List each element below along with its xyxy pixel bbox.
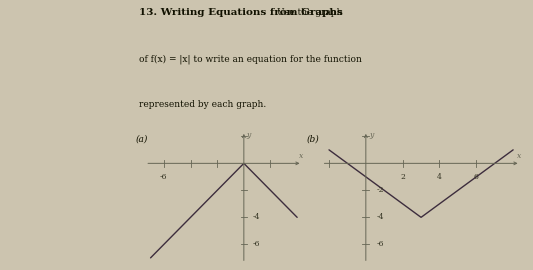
Text: (a): (a) [136,135,148,144]
Text: 4: 4 [437,173,442,181]
Text: x: x [517,152,521,160]
Text: -6: -6 [377,240,384,248]
Text: y: y [369,131,374,139]
Text: -2: -2 [377,186,384,194]
Text: 2: 2 [400,173,405,181]
Text: -6: -6 [160,173,168,181]
Text: -4: -4 [253,213,260,221]
Text: 13. Writing Equations from Graphs: 13. Writing Equations from Graphs [139,8,342,17]
Text: -4: -4 [377,213,384,221]
Text: represented by each graph.: represented by each graph. [139,100,266,109]
Text: -6: -6 [253,240,260,248]
Text: y: y [246,131,251,139]
Text: 6: 6 [474,173,479,181]
Text: of f(x) = |x| to write an equation for the function: of f(x) = |x| to write an equation for t… [139,54,361,64]
Text: x: x [299,152,303,160]
Text: (b): (b) [306,135,319,144]
Text: Use the graph: Use the graph [139,8,342,17]
